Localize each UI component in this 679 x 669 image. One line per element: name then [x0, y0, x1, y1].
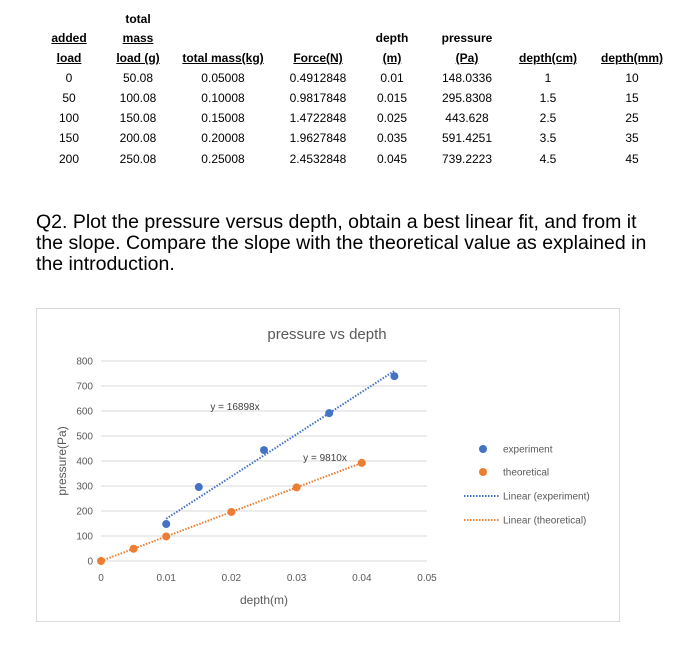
y-tick-label: 500	[76, 432, 93, 443]
legend-marker	[479, 468, 487, 476]
table-cell: 100	[58, 111, 80, 125]
legend-label: Linear (theoretical)	[503, 516, 586, 527]
y-tick-label: 800	[76, 357, 93, 368]
table-cell: 0.05008	[201, 71, 245, 85]
data-table: added load total mass load (g) total mas…	[0, 0, 679, 175]
table-cell: 1	[544, 71, 552, 85]
table-cell: 591.4251	[441, 131, 493, 145]
data-point	[129, 544, 138, 553]
data-point	[162, 519, 171, 528]
header-load-g: load (g)	[116, 51, 160, 65]
data-point	[227, 507, 236, 516]
header-depth-mm: depth(mm)	[601, 51, 663, 65]
table-cell: 739.2223	[441, 152, 493, 166]
table-cell: 0.20008	[201, 131, 245, 145]
y-tick-label: 200	[76, 507, 93, 518]
y-axis-title: pressure(Pa)	[55, 426, 69, 495]
data-point	[194, 483, 203, 492]
header-depth-m: (m)	[382, 51, 402, 65]
table-cell: 0.15008	[201, 111, 245, 125]
table-cell: 50.08	[122, 71, 154, 85]
table-cell: 25	[625, 111, 639, 125]
data-point	[162, 532, 171, 541]
table-cell: 0.015	[376, 91, 408, 105]
table-cell: 0.035	[376, 131, 408, 145]
table-cell: 150	[58, 131, 80, 145]
data-point	[357, 458, 366, 467]
x-tick-label: 0.04	[352, 573, 372, 584]
table-cell: 4.5	[539, 152, 557, 166]
header-pressure-pa: (Pa)	[455, 51, 479, 65]
table-cell: 0.045	[376, 152, 408, 166]
data-point	[260, 446, 268, 455]
header-total-mass-kg: total mass(kg)	[182, 51, 264, 65]
table-cell: 0.4912848	[289, 71, 347, 85]
table-cell: 250.08	[119, 152, 157, 166]
table-cell: 200	[58, 152, 80, 166]
table-cell: 0.01	[380, 71, 404, 85]
data-point	[325, 409, 334, 418]
y-tick-label: 400	[76, 457, 93, 468]
chart-area	[36, 308, 620, 622]
header-pressure: pressure	[441, 31, 493, 45]
y-tick-label: 0	[87, 557, 93, 568]
header-force: Force(N)	[293, 51, 343, 65]
trendline-equation: y = 16898x	[210, 402, 259, 413]
trendline-equation: y = 9810x	[303, 453, 347, 464]
header-depth-cm: depth(cm)	[519, 51, 577, 65]
table-cell: 10	[625, 71, 639, 85]
table-cell: 100.08	[119, 91, 157, 105]
x-tick-label: 0.01	[156, 573, 176, 584]
header-load: load	[56, 51, 82, 65]
table-cell: 1.5	[539, 91, 557, 105]
table-cell: 0.025	[376, 111, 408, 125]
table-cell: 2.5	[539, 111, 557, 125]
table-cell: 1.9627848	[289, 131, 347, 145]
table-cell: 443.628	[445, 111, 489, 125]
chart-title: pressure vs depth	[267, 326, 386, 343]
table-cell: 35	[625, 131, 639, 145]
table-cell: 3.5	[539, 131, 557, 145]
table-cell: 0	[65, 71, 73, 85]
y-tick-label: 100	[76, 532, 93, 543]
y-tick-label: 700	[76, 382, 93, 393]
table-cell: 0.10008	[201, 91, 245, 105]
legend-marker	[479, 445, 487, 453]
table-cell: 2.4532848	[289, 152, 347, 166]
trendline	[165, 370, 395, 520]
x-tick-label: 0.05	[417, 573, 437, 584]
header-depth: depth	[375, 31, 409, 45]
data-point	[390, 372, 399, 381]
table-cell: 50	[62, 91, 76, 105]
x-tick-label: 0.03	[287, 573, 307, 584]
y-tick-label: 600	[76, 407, 93, 418]
legend-label: experiment	[503, 445, 553, 456]
question-text: Q2. Plot the pressure versus depth, obta…	[36, 211, 647, 275]
y-tick-label: 300	[76, 482, 93, 493]
table-cell: 0.9817848	[289, 91, 347, 105]
header-added: added	[51, 31, 87, 45]
table-cell: 200.08	[119, 131, 157, 145]
legend-label: Linear (experiment)	[503, 492, 590, 503]
data-point	[292, 483, 301, 492]
header-mass: mass	[122, 31, 154, 45]
header-total: total	[125, 12, 151, 26]
table-cell: 1.4722848	[289, 111, 347, 125]
table-cell: 0.25008	[201, 152, 245, 166]
table-cell: 148.0336	[441, 71, 493, 85]
table-cell: 150.08	[119, 111, 157, 125]
table-cell: 295.8308	[441, 91, 493, 105]
data-point	[97, 557, 105, 565]
x-axis-title: depth(m)	[240, 593, 288, 607]
x-tick-label: 0.02	[222, 573, 242, 584]
legend-label: theoretical	[503, 468, 549, 479]
x-tick-label: 0	[98, 573, 104, 584]
table-cell: 45	[625, 152, 639, 166]
table-cell: 15	[625, 91, 639, 105]
